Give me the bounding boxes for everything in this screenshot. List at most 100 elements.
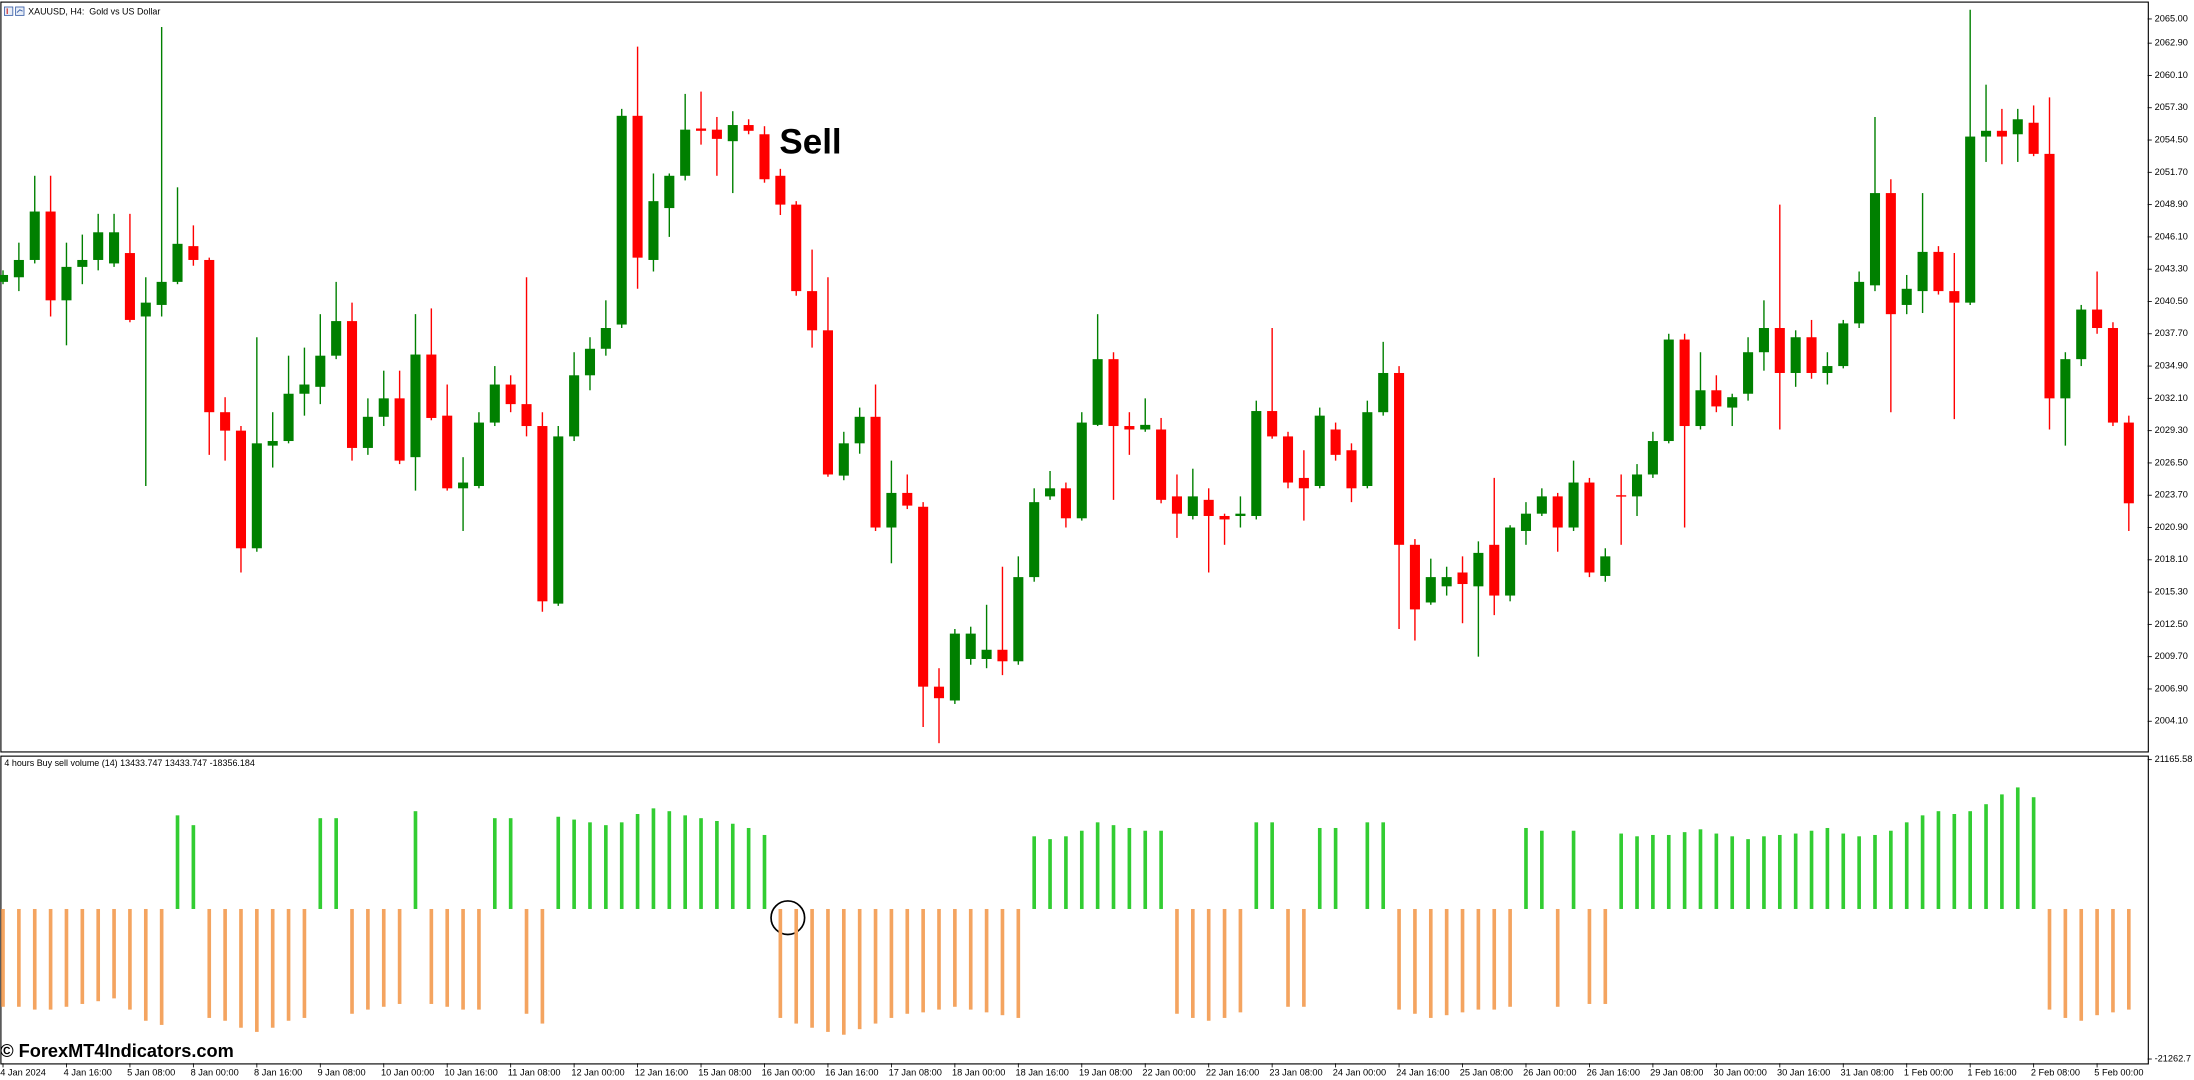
candle-body xyxy=(362,416,373,448)
candle-body xyxy=(1267,411,1278,437)
volume-bar xyxy=(302,908,307,1018)
candle-body xyxy=(1695,390,1706,427)
volume-bar xyxy=(1333,827,1338,909)
volume-bar xyxy=(413,811,418,909)
volume-bar xyxy=(953,908,957,1007)
x-tick-label: 11 Jan 08:00 xyxy=(508,1067,561,1077)
x-tick-label: 24 Jan 00:00 xyxy=(1333,1067,1386,1077)
y-tick-label: 2051.70 xyxy=(2155,167,2188,177)
candle-body xyxy=(1489,544,1500,596)
volume-bar xyxy=(1365,822,1370,909)
volume-bar xyxy=(1968,811,1972,909)
candle-body xyxy=(1600,556,1611,576)
volume-bar xyxy=(1762,836,1766,909)
volume-bar xyxy=(683,815,687,909)
volume-bar xyxy=(429,908,434,1004)
volume-bar xyxy=(1302,908,1306,1007)
volume-bar xyxy=(1889,830,1893,909)
x-tick-label: 30 Jan 00:00 xyxy=(1714,1067,1767,1077)
candle-body xyxy=(458,482,469,489)
volume-bar xyxy=(1873,834,1877,909)
y-tick-label: 2029.30 xyxy=(2155,425,2188,435)
y-tick-label: 2018.10 xyxy=(2155,554,2188,564)
volume-bar xyxy=(64,908,69,1007)
candle-body xyxy=(1124,426,1135,430)
candle-body xyxy=(1171,496,1183,514)
volume-bar xyxy=(635,814,640,909)
volume-bar xyxy=(794,908,799,1024)
candle-body xyxy=(1473,552,1484,587)
volume-bar xyxy=(1460,908,1465,1013)
volume-bar xyxy=(32,908,37,1010)
candle-body xyxy=(1457,572,1468,585)
y-tick-label: 2026.50 xyxy=(2155,457,2188,467)
candle-body xyxy=(1727,397,1738,408)
candle-body xyxy=(553,436,564,604)
candle-body xyxy=(664,175,675,209)
chart-title: XAUUSD, H4: Gold vs US Dollar xyxy=(28,6,160,16)
volume-bar xyxy=(857,908,862,1030)
symbol-icon xyxy=(3,6,25,16)
candle-body xyxy=(1013,577,1024,662)
candle-body xyxy=(822,330,833,475)
candle-body xyxy=(1838,323,1849,367)
volume-bar xyxy=(191,825,196,909)
volume-bar xyxy=(17,908,21,1007)
candle-body xyxy=(394,398,405,461)
candle-body xyxy=(1425,577,1436,603)
candle-body xyxy=(1536,496,1547,514)
volume-bar xyxy=(1159,830,1163,909)
candle-body xyxy=(711,129,722,139)
y-tick-label: 2023.70 xyxy=(2155,490,2188,500)
volume-bar xyxy=(905,908,910,1014)
candle-body xyxy=(140,302,151,317)
x-tick-label: 9 Jan 08:00 xyxy=(317,1067,365,1077)
candle-body xyxy=(918,506,929,687)
candle-body xyxy=(267,441,278,446)
candle-body xyxy=(1505,527,1516,596)
volume-bar xyxy=(1492,908,1497,1010)
candle-body xyxy=(807,291,818,331)
candle-body xyxy=(696,128,707,131)
volume-bar xyxy=(1746,839,1750,909)
candle-body xyxy=(1108,359,1119,427)
y-tick-label: 2040.50 xyxy=(2155,296,2188,306)
candle-body xyxy=(29,211,40,260)
candle-body xyxy=(854,416,865,444)
volume-bar xyxy=(889,908,894,1018)
volume-bar xyxy=(1682,832,1687,909)
candle-body xyxy=(1822,366,1833,373)
candle-body xyxy=(1869,193,1881,286)
candle-body xyxy=(521,404,532,427)
candle-body xyxy=(1235,513,1246,516)
candle-body xyxy=(1679,339,1690,427)
candle-body xyxy=(1901,288,1912,305)
volume-bar xyxy=(1635,836,1639,909)
candle-body xyxy=(1790,337,1801,373)
annotation: Sell xyxy=(779,122,841,161)
watermark: © ForexMT4Indicators.com xyxy=(0,1041,234,1061)
volume-bar xyxy=(1730,836,1735,909)
volume-bar xyxy=(1476,908,1481,1010)
x-tick-label: 16 Jan 00:00 xyxy=(762,1067,815,1077)
candle-body xyxy=(1378,372,1389,413)
candle-body xyxy=(1251,411,1262,516)
volume-bar xyxy=(937,908,941,1010)
candle-body xyxy=(759,134,770,180)
x-tick-label: 8 Jan 16:00 xyxy=(254,1067,302,1077)
candle-body xyxy=(1965,136,1976,303)
volume-bar xyxy=(397,908,402,1004)
volume-bar xyxy=(1397,908,1401,1010)
volume-bar xyxy=(1413,908,1417,1014)
y-tick-label: -21262.7 xyxy=(2155,1053,2191,1063)
candle-body xyxy=(1981,130,1992,137)
x-tick-label: 18 Jan 00:00 xyxy=(952,1067,1005,1077)
y-tick-label: 2032.10 xyxy=(2155,393,2188,403)
volume-bar xyxy=(873,908,878,1024)
volume-bar xyxy=(1841,833,1846,909)
candle-body xyxy=(933,686,945,699)
candle-body xyxy=(600,328,611,349)
candle-body xyxy=(1298,477,1309,489)
y-tick-label: 2012.50 xyxy=(2155,619,2188,629)
